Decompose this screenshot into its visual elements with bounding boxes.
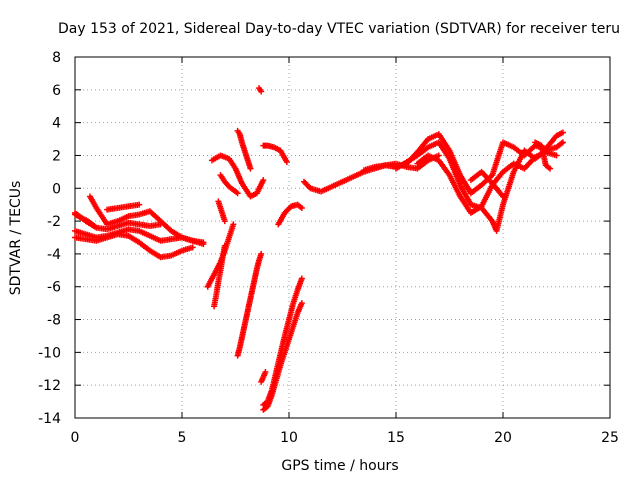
series-8 bbox=[208, 152, 267, 200]
data-point bbox=[260, 177, 267, 184]
series-23 bbox=[467, 168, 506, 200]
series-17 bbox=[258, 369, 269, 385]
y-tick-label: 4 bbox=[52, 116, 61, 132]
series-9 bbox=[217, 172, 241, 197]
data-point bbox=[262, 369, 269, 376]
data-point bbox=[247, 165, 254, 172]
y-tick-label: -8 bbox=[47, 313, 61, 329]
series-4 bbox=[104, 201, 143, 213]
data-point bbox=[298, 275, 305, 282]
series-21 bbox=[393, 139, 566, 234]
data-point bbox=[234, 190, 241, 197]
y-tick-label: -2 bbox=[47, 214, 61, 230]
series-13 bbox=[256, 85, 265, 95]
y-tick-label: -14 bbox=[38, 411, 61, 427]
x-tick-label: 5 bbox=[178, 430, 187, 446]
data-point bbox=[200, 239, 207, 246]
series-24 bbox=[532, 139, 554, 172]
data-point bbox=[500, 193, 506, 200]
data-marks bbox=[72, 85, 566, 413]
data-point bbox=[298, 204, 305, 211]
series-1 bbox=[72, 231, 196, 261]
y-tick-label: -12 bbox=[38, 378, 61, 394]
data-point bbox=[258, 250, 265, 257]
series-15 bbox=[260, 275, 305, 408]
y-tick-label: -4 bbox=[47, 247, 61, 263]
x-tick-label: 10 bbox=[280, 430, 298, 446]
data-point bbox=[189, 244, 196, 251]
data-point bbox=[559, 129, 566, 136]
series-14 bbox=[260, 142, 290, 166]
data-point bbox=[258, 88, 265, 95]
y-tick-label: 6 bbox=[52, 83, 61, 99]
data-point bbox=[221, 242, 228, 249]
data-point bbox=[547, 165, 554, 172]
data-point bbox=[136, 201, 143, 208]
y-axis-label: SDTVAR / TECUs bbox=[8, 181, 24, 296]
data-point bbox=[283, 159, 290, 166]
series-18 bbox=[275, 201, 305, 228]
series-10 bbox=[234, 127, 254, 172]
series-5 bbox=[72, 211, 98, 230]
data-point bbox=[553, 152, 560, 159]
x-tick-label: 15 bbox=[387, 430, 405, 446]
series-11 bbox=[234, 250, 265, 359]
y-tick-label: -10 bbox=[38, 345, 61, 361]
series-12 bbox=[215, 198, 228, 225]
data-point bbox=[91, 223, 98, 230]
series-3 bbox=[86, 193, 207, 246]
chart-title: Day 153 of 2021, Sidereal Day-to-day VTE… bbox=[58, 21, 620, 37]
series-16 bbox=[260, 300, 305, 413]
data-point bbox=[221, 218, 228, 225]
data-point bbox=[298, 300, 305, 307]
series-7 bbox=[211, 242, 228, 310]
x-tick-label: 20 bbox=[494, 430, 512, 446]
data-point bbox=[230, 221, 237, 228]
x-axis-label: GPS time / hours bbox=[281, 458, 398, 474]
y-tick-label: -6 bbox=[47, 280, 61, 296]
y-tick-label: 8 bbox=[52, 50, 61, 66]
data-point bbox=[559, 139, 566, 146]
y-tick-label: 2 bbox=[52, 148, 61, 164]
x-tick-label: 0 bbox=[71, 430, 80, 446]
y-tick-label: 0 bbox=[52, 181, 61, 197]
axis-ticks: 0 5 10 15 20 25 -14 -12 -10 -8 -6 -4 -2 0 2 4 6 8 bbox=[38, 50, 619, 446]
x-tick-label: 25 bbox=[601, 430, 619, 446]
